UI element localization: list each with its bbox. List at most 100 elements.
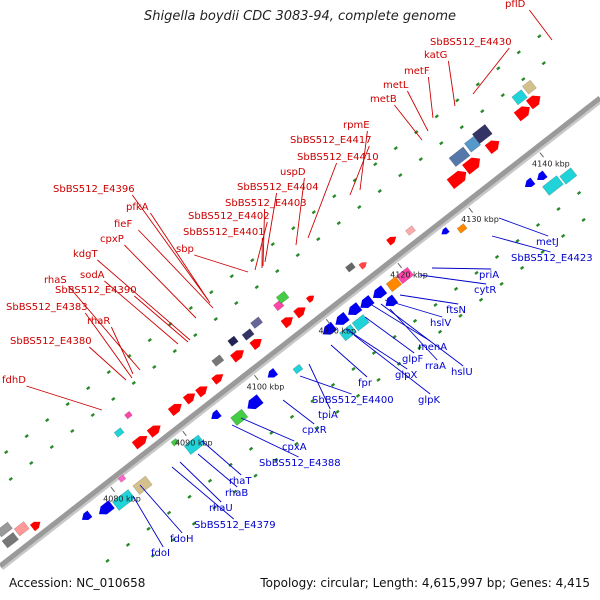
grid-marker [376, 377, 381, 382]
bottom-gene-label-metj: metJ [536, 237, 559, 248]
top-gene-label-kdgt: kdgT [73, 249, 98, 260]
grid-marker [537, 34, 542, 39]
grid-marker [273, 457, 279, 462]
grid-marker [373, 162, 378, 167]
grid-dot [412, 318, 418, 323]
grid-marker [24, 434, 29, 439]
gene-block-50 [456, 223, 468, 234]
top-leader-line-metb [394, 104, 423, 141]
grid-marker [152, 364, 157, 370]
top-leader-line-sbp [194, 254, 249, 273]
grid-marker [437, 329, 443, 334]
grid-marker [540, 249, 545, 254]
grid-dot [314, 425, 320, 430]
top-gene-label-uspd: uspD [280, 167, 306, 178]
grid-marker [412, 318, 418, 323]
forward-gene-arrow [293, 307, 306, 319]
grid-marker [515, 238, 520, 243]
gene-feature [124, 410, 133, 420]
forward-gene-arrow [484, 140, 500, 155]
gene-block-52 [462, 157, 480, 175]
bottom-leader-line-pria [431, 267, 492, 270]
gene-block-54 [464, 135, 481, 153]
grid-dot [478, 297, 484, 302]
top-gene-label-sbbs512_e4383: SbBS512_E4383 [6, 302, 88, 313]
grid-marker [65, 402, 70, 407]
grid-dot [188, 306, 193, 311]
grid-marker [8, 476, 13, 482]
tick-mark [182, 430, 187, 437]
gene-feature [183, 434, 206, 455]
gene-block-29 [292, 363, 304, 375]
grid-marker [275, 269, 280, 274]
grid-marker [166, 510, 172, 515]
tick-label: 4140 kbp [532, 160, 570, 169]
bottom-gene-label-glpk: glpK [418, 395, 440, 406]
top-gene-label-sbbs512_e4417: SbBS512_E4417 [290, 135, 372, 146]
grid-dot [480, 109, 485, 114]
gene-block-44 [396, 266, 414, 285]
top-leader-line-sbbs512_e4430 [472, 47, 510, 95]
grid-dot [351, 366, 356, 371]
top-gene-label-katg: katG [424, 50, 447, 61]
grid-marker [228, 462, 233, 467]
forward-gene-arrow [306, 295, 315, 303]
gene-block-57 [524, 177, 536, 188]
gene-block-22 [211, 354, 225, 367]
bottom-leader-line-glpk [353, 334, 431, 395]
bottom-gene-label-rhat: rhaT [229, 476, 252, 487]
bottom-leader-line-glpf [364, 316, 415, 354]
grid-marker [516, 50, 521, 55]
bottom-leader-line-rhat [201, 440, 242, 476]
top-gene-label-sbbs512_e4380: SbBS512_E4380 [10, 336, 92, 347]
gene-feature [250, 316, 264, 329]
grid-marker [351, 366, 356, 371]
gene-feature [132, 475, 153, 495]
tick-mark [468, 207, 473, 213]
gene-block-8 [117, 474, 127, 483]
grid-dot [294, 441, 299, 446]
top-gene-label-sbbs512_e4402: SbBS512_E4402 [188, 211, 270, 222]
gene-feature [511, 89, 528, 106]
grid-dot [127, 354, 132, 359]
tick-mark [254, 374, 259, 381]
gene-feature [559, 167, 578, 185]
grid-marker [49, 444, 54, 450]
gene-block-3 [29, 521, 41, 532]
grid-marker [131, 380, 136, 386]
grid-dot [316, 237, 321, 242]
gene-feature [471, 123, 493, 145]
gene-block-28 [267, 368, 279, 378]
grid-marker [475, 82, 480, 87]
gene-block-41 [372, 285, 388, 299]
genome-summary: Topology: circular; Length: 4,615,997 bp… [260, 576, 590, 590]
grid-marker [458, 313, 463, 318]
gene-block-55 [471, 123, 493, 145]
grid-marker [336, 221, 341, 226]
grid-marker [254, 285, 259, 290]
gene-block-19 [230, 408, 249, 426]
grid-dot [496, 66, 501, 71]
gene-block-61 [513, 106, 530, 122]
grid-marker [106, 370, 111, 375]
reverse-gene-arrow [372, 285, 388, 299]
bottom-leader-line-rhau [179, 461, 222, 503]
reverse-gene-arrow [267, 368, 279, 378]
gene-feature [241, 328, 255, 341]
forward-gene-arrow [211, 374, 224, 385]
grid-dot [355, 393, 361, 398]
grid-marker [232, 489, 238, 494]
grid-marker [248, 446, 254, 451]
bottom-gene-label-glpf: glpF [402, 354, 423, 365]
grid-dot [191, 521, 197, 526]
reverse-gene-arrow [81, 510, 93, 520]
grid-dot [459, 125, 464, 130]
grid-dot [146, 526, 151, 531]
top-leader-line-fief [138, 229, 214, 309]
grid-marker [250, 258, 255, 263]
grid-marker [314, 425, 320, 430]
grid-dot [275, 269, 280, 274]
grid-marker [213, 317, 218, 322]
gene-block-17 [195, 386, 208, 398]
